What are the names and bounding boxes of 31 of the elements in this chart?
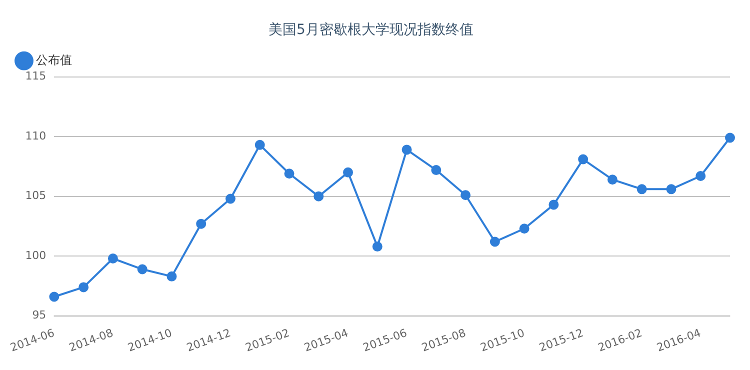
point xyxy=(666,184,676,194)
point xyxy=(548,200,559,210)
point xyxy=(607,174,618,185)
point xyxy=(636,184,647,194)
point xyxy=(196,218,206,229)
point xyxy=(137,264,148,274)
point xyxy=(402,144,412,155)
point xyxy=(519,224,530,234)
point xyxy=(225,194,236,204)
y-tick-label: 95 xyxy=(32,308,46,322)
point xyxy=(314,191,324,202)
y-tick-label: 100 xyxy=(25,248,46,262)
point xyxy=(254,140,265,150)
point xyxy=(343,167,354,178)
point xyxy=(49,292,60,302)
point xyxy=(431,165,442,176)
point xyxy=(725,132,735,143)
point xyxy=(284,168,294,179)
point xyxy=(460,190,471,200)
y-tick-label: 110 xyxy=(25,129,46,142)
point xyxy=(78,282,89,292)
chart-title: 美国5月密歇根大学现况指数终值 xyxy=(268,22,474,38)
point xyxy=(696,171,706,182)
point xyxy=(108,254,118,264)
point xyxy=(372,242,382,252)
point xyxy=(166,271,177,282)
legend-label: 公布值 xyxy=(36,52,72,67)
point xyxy=(490,236,500,247)
y-tick-label: 105 xyxy=(25,189,46,202)
point xyxy=(578,154,588,164)
y-tick-label: 115 xyxy=(25,70,46,83)
